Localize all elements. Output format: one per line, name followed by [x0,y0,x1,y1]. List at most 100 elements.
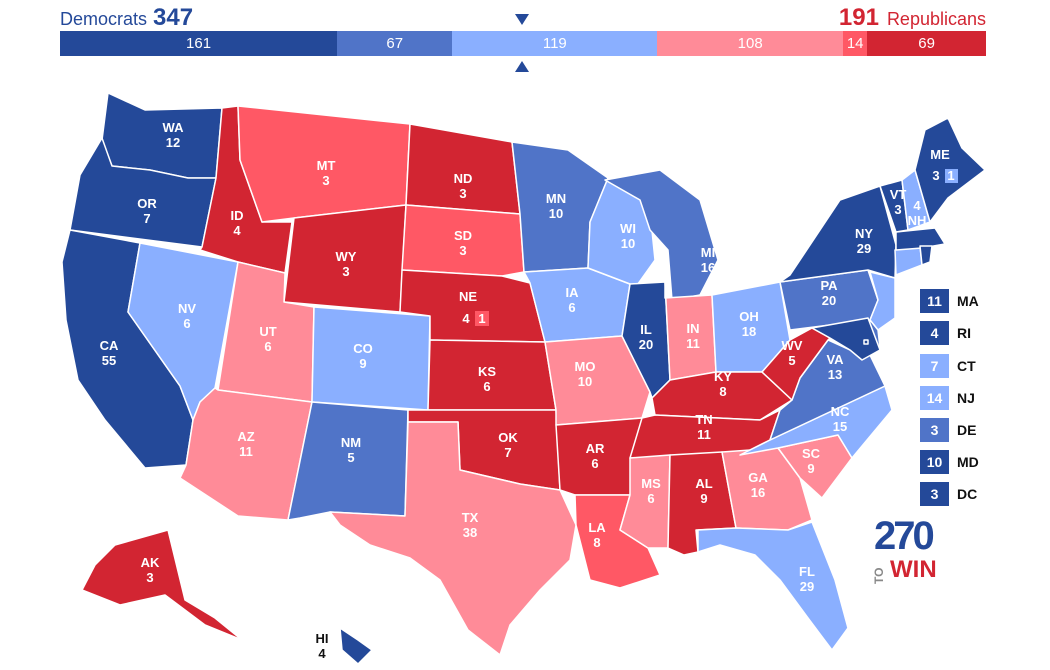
legend-box-md: 10 [920,450,949,474]
state-NY[interactable] [779,185,897,283]
bar-segment-likely-dem[interactable]: 67 [337,31,453,56]
democrats-total: 347 [153,4,194,31]
state-RI[interactable] [919,245,933,266]
label-IL: IL 20 [639,322,653,352]
label-ME: ME 3 [930,147,950,183]
label-NM: NM 5 [341,435,361,465]
republicans-header: 191 Republicans [839,4,986,32]
label-AZ: AZ 11 [237,429,254,459]
label-WV: WV 5 [782,338,803,368]
state-HI[interactable] [339,627,373,665]
legend-row-de[interactable]: 3 DE [920,417,1030,443]
midpoint-up-arrow-icon [515,61,529,72]
legend-box-dc: 3 [920,482,949,506]
legend-row-ma[interactable]: 11 MA [920,288,1030,314]
legend-box-nj: 14 [920,386,949,410]
label-MN: MN 10 [546,191,566,221]
state-FL[interactable] [697,521,849,651]
state-MD[interactable] [811,317,881,361]
label-UT: UT 6 [259,324,276,354]
label-WY: WY 3 [336,249,357,279]
logo-win: WIN [890,556,937,583]
democrats-header: Democrats 347 [60,4,193,32]
label-OK: OK 7 [498,430,518,460]
logo-to: TO [872,567,886,584]
electoral-vote-bar: 161 67 119 108 14 69 [60,31,986,56]
label-MO: MO 10 [575,359,596,389]
legend-box-ct: 7 [920,354,949,378]
state-DC[interactable] [863,339,869,345]
label-CO: CO 9 [353,341,373,371]
label-GA: GA 16 [748,470,768,500]
state-CO[interactable] [311,306,431,411]
label-IN: IN 11 [686,321,700,351]
label-OR: OR 7 [137,196,157,226]
state-AR[interactable] [555,417,643,496]
legend-row-nj[interactable]: 14 NJ [920,385,1030,411]
legend-box-de: 3 [920,418,949,442]
label-MI: MI 16 [701,245,715,275]
midpoint-down-arrow-icon [515,14,529,25]
legend-label-md: MD [957,454,979,470]
label-TX: TX 38 [462,510,479,540]
ne-district-box[interactable] [475,311,489,326]
state-TX[interactable] [329,421,577,656]
label-NE: NE 4 [459,289,477,326]
state-MA[interactable] [895,227,946,251]
legend-label-ct: CT [957,358,976,374]
bar-segment-lean-dem[interactable]: 119 [452,31,658,56]
bar-segment-solid-dem[interactable]: 161 [60,31,338,56]
state-NC[interactable] [739,385,893,459]
label-SC: SC 9 [802,446,821,476]
label-NE-district: 1 [478,311,485,326]
legend-row-ri[interactable]: 4 RI [920,320,1030,346]
label-WA: WA 12 [163,120,185,150]
label-SD: SD 3 [454,228,472,258]
legend-label-dc: DC [957,486,978,502]
label-ID: ID 4 [231,208,244,238]
state-WA[interactable] [101,92,223,179]
label-NC: NC 15 [831,404,850,434]
label-KY: KY 8 [714,369,732,399]
bar-segment-solid-rep[interactable]: 69 [867,31,986,56]
label-VA: VA 13 [826,352,844,382]
label-NV: NV 6 [178,301,196,331]
state-AK[interactable] [81,529,243,641]
label-FL: FL 29 [799,564,815,594]
legend-box-ma: 11 [920,289,949,313]
270towin-logo[interactable]: 270 TO WIN [872,516,944,584]
label-HI: HI 4 [316,631,329,661]
label-MS: MS 6 [641,476,661,506]
label-LA: LA 8 [588,520,606,550]
label-CA: CA 55 [100,338,119,368]
bar-segment-likely-rep[interactable]: 14 [843,31,868,56]
legend-box-ri: 4 [920,321,949,345]
legend-row-ct[interactable]: 7 CT [920,353,1030,379]
label-TN: TN 11 [695,412,712,442]
label-ND: ND 3 [454,171,473,201]
me-district-box[interactable] [945,169,958,183]
bar-segment-lean-rep[interactable]: 108 [657,31,844,56]
republicans-label: Republicans [886,9,986,29]
label-PA: PA 20 [820,278,838,308]
label-WI: WI 10 [620,221,636,251]
republicans-total: 191 [838,4,879,31]
label-AR: AR 6 [586,441,605,471]
state-WV[interactable] [761,327,831,401]
label-ME-district: 1 [947,168,954,183]
label-KS: KS 6 [478,364,496,394]
label-NH: 4 NH [908,198,927,228]
legend-row-md[interactable]: 10 MD [920,449,1030,475]
label-MT: MT 3 [317,158,336,188]
state-SD[interactable] [401,204,525,277]
legend-label-nj: NJ [957,390,975,406]
label-OH: OH 18 [739,309,759,339]
label-NY: NY 29 [855,226,873,256]
label-IA: IA 6 [566,285,580,315]
label-AL: AL 9 [695,476,712,506]
legend-row-dc[interactable]: 3 DC [920,481,1030,507]
democrats-label: Democrats [60,9,148,29]
state-labels: WA 12 OR 7 CA 55 NV 6 ID 4 MT 3 WY 3 UT 6 AZ 11 C… [100,120,955,661]
label-AK: AK 3 [141,555,160,585]
